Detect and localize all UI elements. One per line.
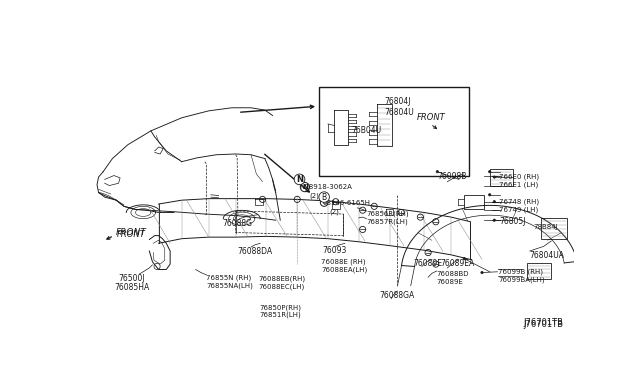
Text: (2): (2) bbox=[330, 209, 339, 215]
Text: 76851R(LH): 76851R(LH) bbox=[259, 312, 301, 318]
Text: 76098B: 76098B bbox=[437, 172, 467, 181]
Text: 08146-6165H: 08146-6165H bbox=[323, 200, 371, 206]
Text: 76099BA(LH): 76099BA(LH) bbox=[498, 276, 545, 283]
Text: 76089E: 76089E bbox=[413, 260, 442, 269]
Text: 76804J: 76804J bbox=[384, 97, 411, 106]
Text: 76093: 76093 bbox=[323, 246, 347, 256]
Text: 76749 (LH): 76749 (LH) bbox=[499, 206, 538, 213]
Text: 76088E (RH): 76088E (RH) bbox=[321, 259, 365, 265]
Text: 76804UA: 76804UA bbox=[530, 251, 564, 260]
Bar bbox=[319, 87, 469, 176]
Bar bbox=[541, 218, 568, 240]
Text: N: N bbox=[302, 184, 308, 190]
Text: 76088EC(LH): 76088EC(LH) bbox=[258, 283, 304, 290]
Text: J76701TB: J76701TB bbox=[524, 320, 564, 329]
Text: 76850P(RH): 76850P(RH) bbox=[259, 304, 301, 311]
Circle shape bbox=[488, 194, 491, 196]
Text: B: B bbox=[321, 193, 326, 202]
Text: 76B04U: 76B04U bbox=[351, 126, 381, 135]
Text: FRONT: FRONT bbox=[115, 228, 146, 237]
Text: 76855NA(LH): 76855NA(LH) bbox=[206, 283, 253, 289]
Circle shape bbox=[488, 170, 491, 173]
Text: 76805J: 76805J bbox=[499, 217, 525, 226]
Text: 76856R(RH): 76856R(RH) bbox=[367, 211, 409, 218]
Text: 766E1 (LH): 766E1 (LH) bbox=[499, 182, 538, 188]
Text: 76089E: 76089E bbox=[436, 279, 463, 285]
Text: 76099B (RH): 76099B (RH) bbox=[498, 269, 543, 275]
Circle shape bbox=[463, 257, 465, 260]
Circle shape bbox=[493, 176, 495, 178]
Text: 76088EB(RH): 76088EB(RH) bbox=[258, 276, 305, 282]
Text: 78B84J: 78B84J bbox=[534, 224, 558, 230]
Text: N08918-3062A: N08918-3062A bbox=[300, 184, 353, 190]
Bar bbox=[464, 195, 484, 209]
Text: 76857R(LH): 76857R(LH) bbox=[367, 219, 408, 225]
Text: 76804U: 76804U bbox=[384, 108, 414, 117]
Text: FRONT: FRONT bbox=[117, 230, 146, 239]
Text: FRONT: FRONT bbox=[417, 113, 445, 122]
Text: 76088DA: 76088DA bbox=[237, 247, 272, 256]
Text: N: N bbox=[296, 175, 303, 184]
Bar bbox=[490, 169, 513, 186]
Text: 76500J: 76500J bbox=[118, 274, 145, 283]
Text: 76748 (RH): 76748 (RH) bbox=[499, 199, 539, 205]
Text: 76088G: 76088G bbox=[223, 219, 253, 228]
Text: (2): (2) bbox=[310, 192, 319, 199]
Text: 76088GA: 76088GA bbox=[380, 291, 415, 300]
Bar bbox=[527, 263, 551, 279]
Text: 76088EA(LH): 76088EA(LH) bbox=[321, 266, 367, 273]
Circle shape bbox=[493, 201, 495, 203]
Circle shape bbox=[493, 219, 495, 221]
Circle shape bbox=[481, 272, 483, 274]
Text: 76088BD: 76088BD bbox=[436, 271, 469, 277]
Text: 76085HA: 76085HA bbox=[114, 283, 149, 292]
Circle shape bbox=[436, 170, 438, 173]
Text: 76089EA: 76089EA bbox=[440, 260, 475, 269]
Text: J76701TB: J76701TB bbox=[524, 318, 564, 327]
Text: 766E0 (RH): 766E0 (RH) bbox=[499, 174, 539, 180]
Text: 76855N (RH): 76855N (RH) bbox=[206, 275, 252, 281]
Text: B: B bbox=[323, 200, 326, 205]
